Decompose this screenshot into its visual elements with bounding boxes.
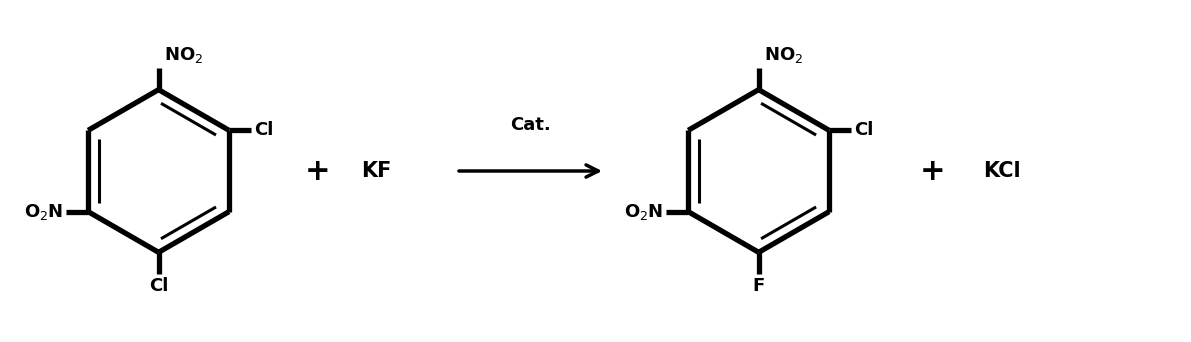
Text: KF: KF bbox=[362, 161, 392, 181]
Text: Cl: Cl bbox=[254, 121, 273, 139]
Text: Cl: Cl bbox=[149, 277, 168, 295]
Text: +: + bbox=[305, 157, 330, 185]
Text: NO$_2$: NO$_2$ bbox=[763, 45, 803, 65]
Text: Cat.: Cat. bbox=[510, 116, 551, 134]
Text: NO$_2$: NO$_2$ bbox=[163, 45, 202, 65]
Text: F: F bbox=[753, 277, 765, 295]
Text: O$_2$N: O$_2$N bbox=[24, 202, 63, 222]
Text: KCl: KCl bbox=[983, 161, 1021, 181]
Text: Cl: Cl bbox=[854, 121, 873, 139]
Text: O$_2$N: O$_2$N bbox=[624, 202, 663, 222]
Text: +: + bbox=[919, 157, 944, 185]
